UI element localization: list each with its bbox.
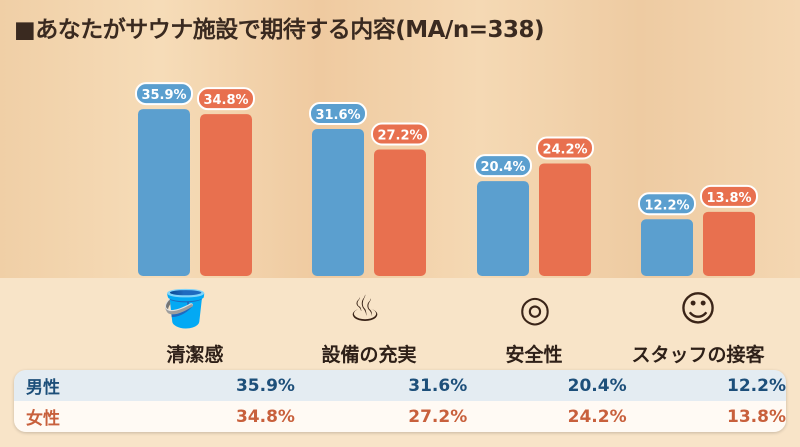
data-label: 12.2% [644,198,689,213]
bar-female [200,114,252,277]
cell: 27.2% [408,406,468,427]
table-row-female: 女性 34.8% 27.2% 24.2% 13.8% [14,401,786,432]
data-label: 13.8% [706,191,751,206]
bar-female [703,211,755,276]
cell: 34.8% [235,406,295,427]
cell: 35.9% [235,375,295,396]
data-label: 35.9% [141,88,186,103]
data-label-badge [638,192,696,216]
bar-female [374,149,426,276]
bucket-sparkle-icon: 🪣 [162,289,208,330]
category-label: 清潔感 [166,344,224,366]
data-label: 24.2% [542,142,587,157]
category-label: 設備の充実 [321,344,417,366]
data-table: 男性 35.9% 31.6% 20.4% 12.2% 女性 34.8% 27.2… [14,370,786,432]
row-label: 女性 [26,409,60,429]
cell: 20.4% [567,375,627,396]
category-label: 安全性 [505,344,563,366]
data-label-badge [135,82,193,106]
category-label: スタッフの接客 [631,344,765,366]
cell: 13.8% [727,406,786,427]
bar-male [477,181,529,276]
data-label: 20.4% [480,160,525,175]
chart-title: ■あなたがサウナ施設で期待する内容(MA/n=338) [14,17,545,43]
data-label: 31.6% [315,108,360,123]
bar-male [138,109,190,276]
cell: 24.2% [567,406,627,427]
cell: 31.6% [408,375,468,396]
data-label-badge [536,136,594,160]
bar-male [312,129,364,276]
cell: 12.2% [727,375,786,396]
lifebuoy-icon: ◎ [519,289,551,330]
row-label: 男性 [26,378,60,398]
bar-male [641,219,693,276]
sauna-heater-icon: ♨ [348,289,382,330]
data-label: 34.8% [203,93,248,108]
data-label-badge [309,102,367,126]
data-label-badge [371,122,429,146]
headset-staff-icon: ☺ [679,289,717,330]
bar-chart: 35.9% 31.6% 20.4% 12.2% 34.8% 27.2% 24.2% 13.8% [135,82,758,277]
data-label: 27.2% [377,129,422,144]
data-label-badge [197,87,255,111]
bar-female [539,163,591,276]
data-label-badge [700,184,758,208]
data-label-badge [474,154,532,178]
table-row-male: 男性 35.9% 31.6% 20.4% 12.2% [14,370,786,401]
